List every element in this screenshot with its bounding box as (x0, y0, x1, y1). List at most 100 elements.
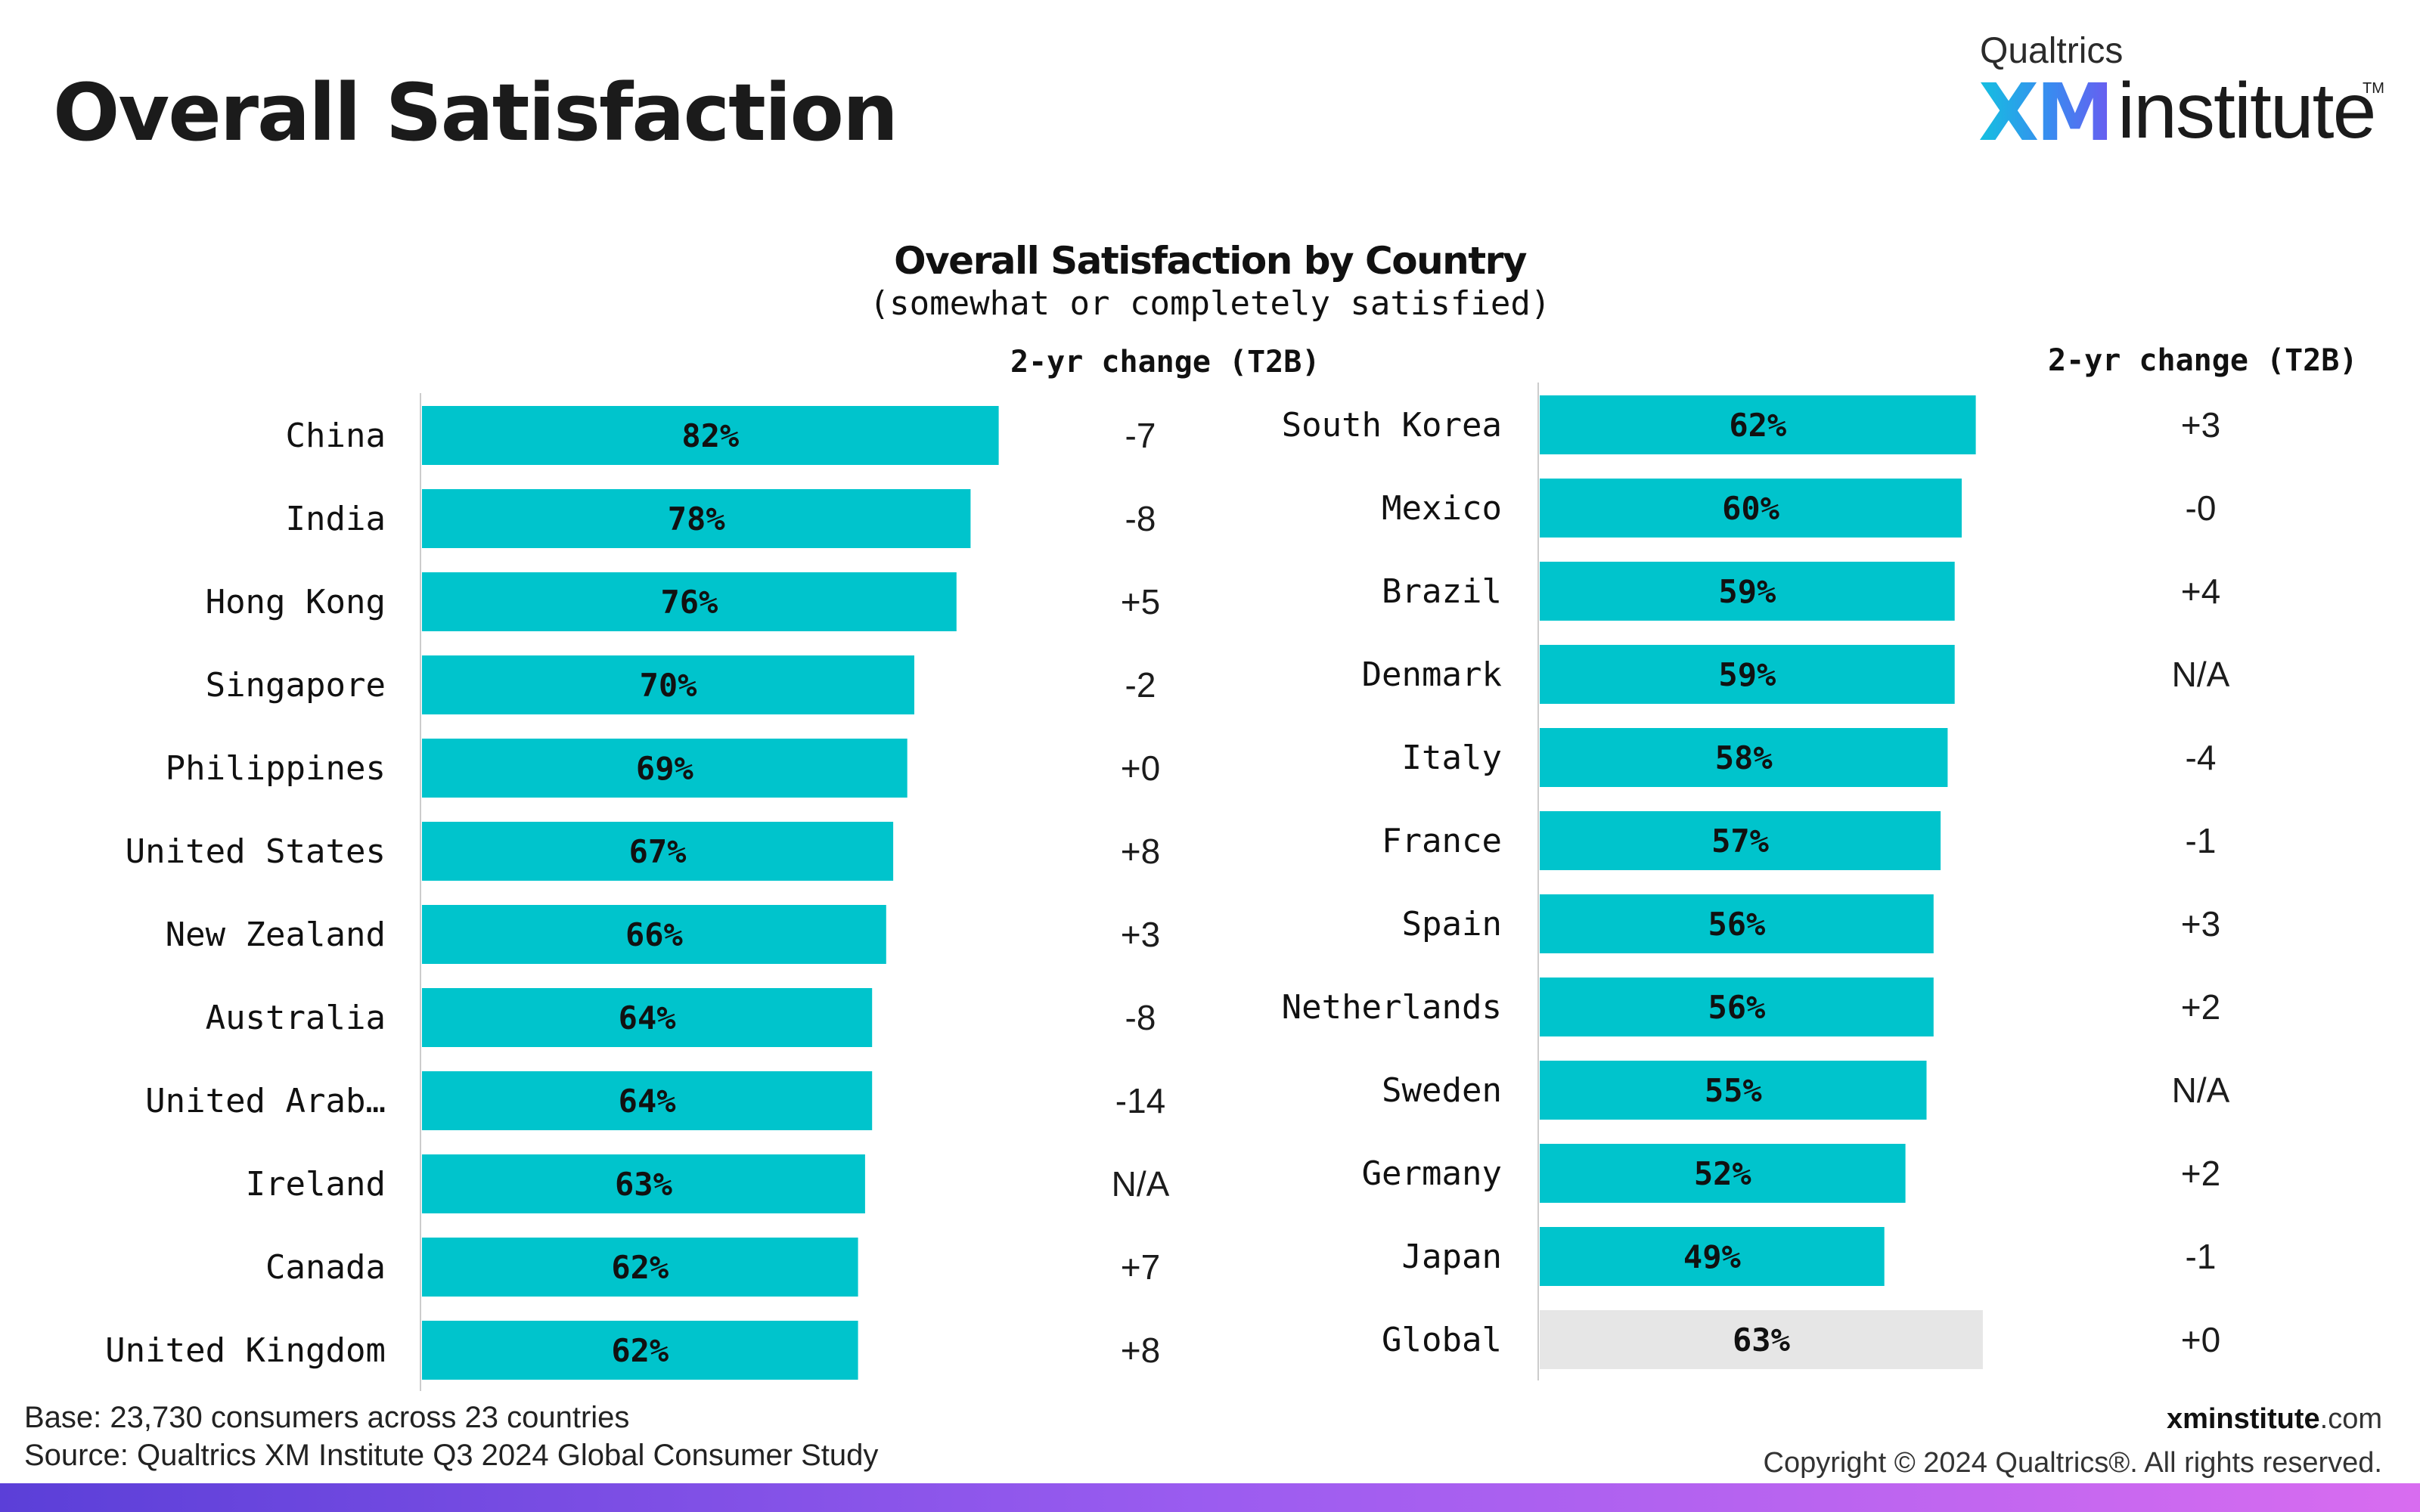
value-label: 62% (1729, 407, 1786, 444)
bar (422, 1321, 858, 1380)
change-label: -2 (1125, 665, 1156, 705)
change-label: +5 (1121, 582, 1160, 621)
category-label: New Zealand (166, 916, 386, 954)
value-label: 76% (660, 584, 718, 621)
value-label: 70% (640, 667, 697, 704)
change-label: +4 (2181, 572, 2220, 611)
logo-xm: XM (1978, 67, 2114, 159)
category-label: Philippines (166, 749, 386, 788)
value-label: 64% (619, 999, 676, 1036)
bar (1540, 811, 1941, 870)
bar (1540, 1144, 1906, 1203)
bar (1540, 978, 1934, 1036)
value-label: 69% (636, 750, 693, 787)
category-label: Sweden (1382, 1071, 1502, 1110)
change-label: -7 (1125, 416, 1156, 455)
bar-global (1540, 1310, 1983, 1369)
value-label: 66% (625, 916, 683, 953)
category-label: Global (1382, 1321, 1502, 1359)
bar (422, 1154, 865, 1213)
value-label: 58% (1715, 739, 1773, 776)
site-name: xminstitute (2166, 1403, 2320, 1435)
value-label: 49% (1683, 1238, 1741, 1275)
category-label: United Arab… (145, 1082, 386, 1120)
value-label: 78% (668, 500, 725, 538)
bar (422, 1238, 858, 1297)
change-label: +3 (1121, 915, 1160, 954)
change-header-left: 2-yr change (T2B) (1010, 345, 1320, 380)
value-label: 62% (611, 1332, 669, 1369)
change-label: -8 (1125, 499, 1156, 538)
chart-title: Overall Satisfaction by Country (894, 239, 1527, 283)
value-label: 52% (1694, 1155, 1751, 1192)
change-label: -1 (2186, 1237, 2217, 1276)
value-label: 60% (1722, 490, 1779, 527)
page-title: Overall Satisfaction (53, 67, 898, 159)
category-label: Australia (206, 999, 386, 1037)
bar (422, 822, 894, 881)
source-note: Source: Qualtrics XM Institute Q3 2024 G… (24, 1439, 879, 1472)
category-label: Denmark (1362, 655, 1502, 694)
category-label: China (286, 417, 386, 455)
category-label: Canada (265, 1248, 386, 1287)
bar (422, 1071, 873, 1130)
bar (422, 988, 873, 1047)
value-label: 64% (619, 1083, 676, 1120)
category-label: Mexico (1382, 489, 1502, 528)
base-note: Base: 23,730 consumers across 23 countri… (24, 1401, 630, 1434)
value-label: 59% (1718, 656, 1776, 693)
category-label: Japan (1402, 1238, 1502, 1276)
category-label: Germany (1362, 1154, 1502, 1193)
category-label: Singapore (206, 666, 386, 705)
bar (422, 905, 886, 964)
category-label: India (286, 500, 386, 538)
value-label: 67% (629, 833, 687, 870)
category-label: France (1382, 822, 1502, 860)
change-label: -1 (2186, 821, 2217, 860)
copyright: Copyright © 2024 Qualtrics®. All rights … (1763, 1447, 2382, 1479)
change-label: +0 (2181, 1320, 2220, 1359)
site-link[interactable]: xminstitute.com (1764, 1397, 2382, 1441)
logo-institute: institute (2118, 67, 2376, 155)
category-label: South Korea (1282, 406, 1502, 445)
bar (422, 739, 908, 798)
change-label: +8 (1121, 1331, 1160, 1370)
change-label: +2 (2181, 1154, 2220, 1193)
chart-subtitle: (somewhat or completely satisfied) (869, 284, 1551, 323)
bar (1540, 562, 1955, 621)
value-label: 56% (1708, 989, 1765, 1026)
change-label: +3 (2181, 405, 2220, 445)
bar (1540, 894, 1934, 953)
change-label: -0 (2186, 488, 2217, 528)
change-header-right: 2-yr change (T2B) (2048, 343, 2358, 378)
value-label: 56% (1708, 906, 1765, 943)
change-label: -14 (1115, 1081, 1165, 1120)
value-label: 63% (615, 1166, 672, 1203)
bar (1540, 479, 1962, 538)
bar (1540, 1061, 1927, 1120)
category-label: United States (126, 832, 386, 871)
bar (422, 655, 914, 714)
logo-tm: TM (2363, 80, 2384, 97)
value-label: 55% (1705, 1072, 1762, 1109)
category-label: United Kingdom (105, 1331, 386, 1370)
change-label: +0 (1121, 748, 1160, 788)
bar (1540, 395, 1976, 454)
bottom-gradient-bar (0, 1483, 2420, 1512)
change-label: +3 (2181, 904, 2220, 943)
change-label: N/A (2172, 1070, 2230, 1110)
change-label: -8 (1125, 998, 1156, 1037)
xm-institute-logo: Qualtrics XM institute TM (1978, 30, 2387, 159)
change-label: +7 (1121, 1247, 1160, 1287)
value-label: 62% (611, 1249, 669, 1286)
change-label: +8 (1121, 832, 1160, 871)
category-label: Spain (1402, 905, 1502, 943)
value-label: 57% (1711, 823, 1769, 860)
footer-right: xminstitute.com Copyright © 2024 Qualtri… (1764, 1397, 2382, 1485)
category-label: Brazil (1382, 572, 1502, 611)
bar (422, 572, 957, 631)
value-label: 59% (1718, 573, 1776, 610)
value-label: 82% (681, 417, 739, 454)
change-label: -4 (2186, 738, 2217, 777)
